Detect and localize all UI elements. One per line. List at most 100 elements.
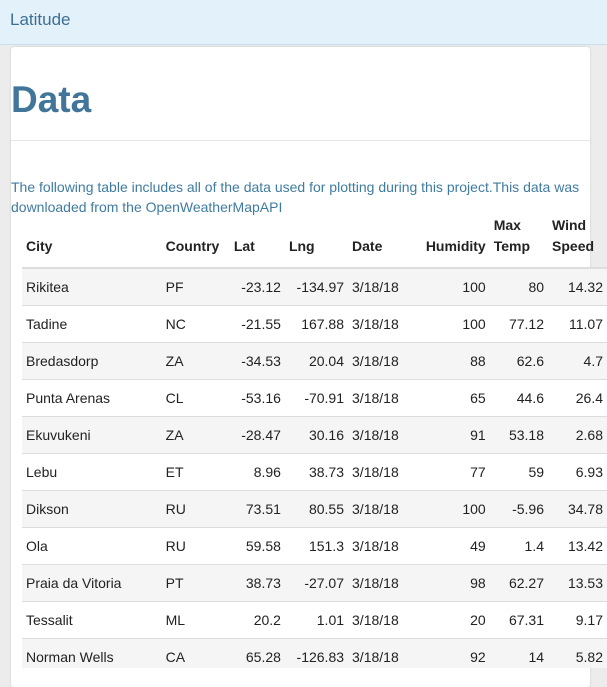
cell-max-temp: 1.4 — [489, 526, 549, 564]
cell-lng: 1.01 — [284, 600, 349, 638]
column-header-lng: Lng — [284, 172, 349, 269]
cell-max-temp: 14 — [489, 637, 549, 668]
cell-humidity: 65 — [411, 378, 490, 416]
cell-city: Lebu — [22, 452, 162, 490]
table-row: Praia da Vitoria PT 38.73 -27.07 3/18/18… — [22, 563, 607, 601]
column-header-max-temp: Max Temp — [489, 172, 549, 269]
cell-lat: 8.96 — [229, 452, 285, 490]
cell-wind-speed: 9.17 — [548, 600, 607, 638]
cell-lng: 80.55 — [284, 489, 349, 527]
cell-max-temp: 44.6 — [489, 378, 549, 416]
cell-lat: 59.58 — [229, 526, 285, 564]
cell-lat: -21.55 — [229, 304, 285, 342]
cell-wind-speed: 4.7 — [548, 341, 607, 379]
cell-wind-speed: 13.53 — [548, 563, 607, 601]
cell-wind-speed: 34.78 — [548, 489, 607, 527]
cell-country: RU — [161, 489, 230, 527]
table-body: Rikitea PF -23.12 -134.97 3/18/18 100 80… — [22, 267, 607, 668]
cell-country: RU — [161, 526, 230, 564]
cell-city: Dikson — [22, 489, 162, 527]
cell-max-temp: 77.12 — [489, 304, 549, 342]
cell-date: 3/18/18 — [348, 452, 412, 490]
cell-city: Punta Arenas — [22, 378, 162, 416]
cell-wind-speed: 26.4 — [548, 378, 607, 416]
data-table: City Country Lat Lng Date Humidity Max Te… — [22, 172, 607, 668]
cell-humidity: 92 — [411, 637, 490, 668]
cell-date: 3/18/18 — [348, 304, 412, 342]
cell-lat: -23.12 — [229, 267, 285, 305]
column-header-max-temp-line1: Max — [493, 217, 521, 233]
cell-humidity: 77 — [411, 452, 490, 490]
navbar-brand-link[interactable]: Latitude — [10, 10, 71, 29]
cell-lng: 167.88 — [284, 304, 349, 342]
cell-city: Tadine — [22, 304, 162, 342]
table-header: City Country Lat Lng Date Humidity Max Te… — [22, 172, 607, 269]
cell-lng: 30.16 — [284, 415, 349, 453]
cell-country: ZA — [161, 415, 230, 453]
cell-humidity: 100 — [411, 304, 490, 342]
table-row: Lebu ET 8.96 38.73 3/18/18 77 59 6.93 — [22, 452, 607, 490]
cell-humidity: 98 — [411, 563, 490, 601]
table-row: Tessalit ML 20.2 1.01 3/18/18 20 67.31 9… — [22, 600, 607, 638]
cell-country: ZA — [161, 341, 230, 379]
cell-lng: 151.3 — [284, 526, 349, 564]
column-header-humidity: Humidity — [411, 172, 490, 269]
cell-lng: 20.04 — [284, 341, 349, 379]
cell-max-temp: -5.96 — [489, 489, 549, 527]
cell-lat: 20.2 — [229, 600, 285, 638]
cell-date: 3/18/18 — [348, 415, 412, 453]
cell-wind-speed: 6.93 — [548, 452, 607, 490]
cell-lng: -70.91 — [284, 378, 349, 416]
cell-wind-speed: 2.68 — [548, 415, 607, 453]
cell-country: CL — [161, 378, 230, 416]
table-row: Rikitea PF -23.12 -134.97 3/18/18 100 80… — [22, 267, 607, 305]
cell-date: 3/18/18 — [348, 341, 412, 379]
column-header-wind-speed-line2: Speed — [552, 238, 595, 254]
cell-city: Ola — [22, 526, 162, 564]
cell-city: Bredasdorp — [22, 341, 162, 379]
cell-country: ML — [161, 600, 230, 638]
column-header-lat: Lat — [229, 172, 285, 269]
cell-wind-speed: 5.82 — [548, 637, 607, 668]
table-header-row: City Country Lat Lng Date Humidity Max Te… — [22, 172, 607, 269]
cell-max-temp: 80 — [489, 267, 549, 305]
navbar: Latitude — [0, 0, 607, 45]
column-header-wind-speed-line1: Wind — [552, 217, 587, 233]
cell-max-temp: 67.31 — [489, 600, 549, 638]
table-row: Norman Wells CA 65.28 -126.83 3/18/18 92… — [22, 637, 607, 668]
cell-lat: -28.47 — [229, 415, 285, 453]
cell-date: 3/18/18 — [348, 489, 412, 527]
cell-date: 3/18/18 — [348, 378, 412, 416]
table-row: Ekuvukeni ZA -28.47 30.16 3/18/18 91 53.… — [22, 415, 607, 453]
cell-date: 3/18/18 — [348, 637, 412, 668]
cell-city: Norman Wells — [22, 637, 162, 668]
page-title: Data — [11, 79, 92, 120]
table-row: Tadine NC -21.55 167.88 3/18/18 100 77.1… — [22, 304, 607, 342]
data-table-container[interactable]: City Country Lat Lng Date Humidity Max Te… — [11, 172, 607, 668]
column-header-wind-speed: Wind Speed — [548, 172, 607, 269]
table-row: Ola RU 59.58 151.3 3/18/18 49 1.4 13.42 — [22, 526, 607, 564]
cell-humidity: 20 — [411, 600, 490, 638]
cell-lat: 65.28 — [229, 637, 285, 668]
cell-humidity: 100 — [411, 267, 490, 305]
cell-country: ET — [161, 452, 230, 490]
cell-city: Ekuvukeni — [22, 415, 162, 453]
cell-humidity: 49 — [411, 526, 490, 564]
cell-wind-speed: 11.07 — [548, 304, 607, 342]
cell-wind-speed: 14.32 — [548, 267, 607, 305]
cell-lat: -34.53 — [229, 341, 285, 379]
table-row: Dikson RU 73.51 80.55 3/18/18 100 -5.96 … — [22, 489, 607, 527]
cell-humidity: 100 — [411, 489, 490, 527]
cell-lng: -27.07 — [284, 563, 349, 601]
cell-humidity: 88 — [411, 341, 490, 379]
cell-lat: 73.51 — [229, 489, 285, 527]
column-header-max-temp-line2: Temp — [493, 238, 531, 254]
cell-max-temp: 59 — [489, 452, 549, 490]
column-header-city: City — [22, 172, 162, 269]
cell-lng: -126.83 — [284, 637, 349, 668]
cell-lat: 38.73 — [229, 563, 285, 601]
cell-max-temp: 62.27 — [489, 563, 549, 601]
cell-date: 3/18/18 — [348, 267, 412, 305]
title-divider — [11, 140, 590, 141]
cell-country: CA — [161, 637, 230, 668]
